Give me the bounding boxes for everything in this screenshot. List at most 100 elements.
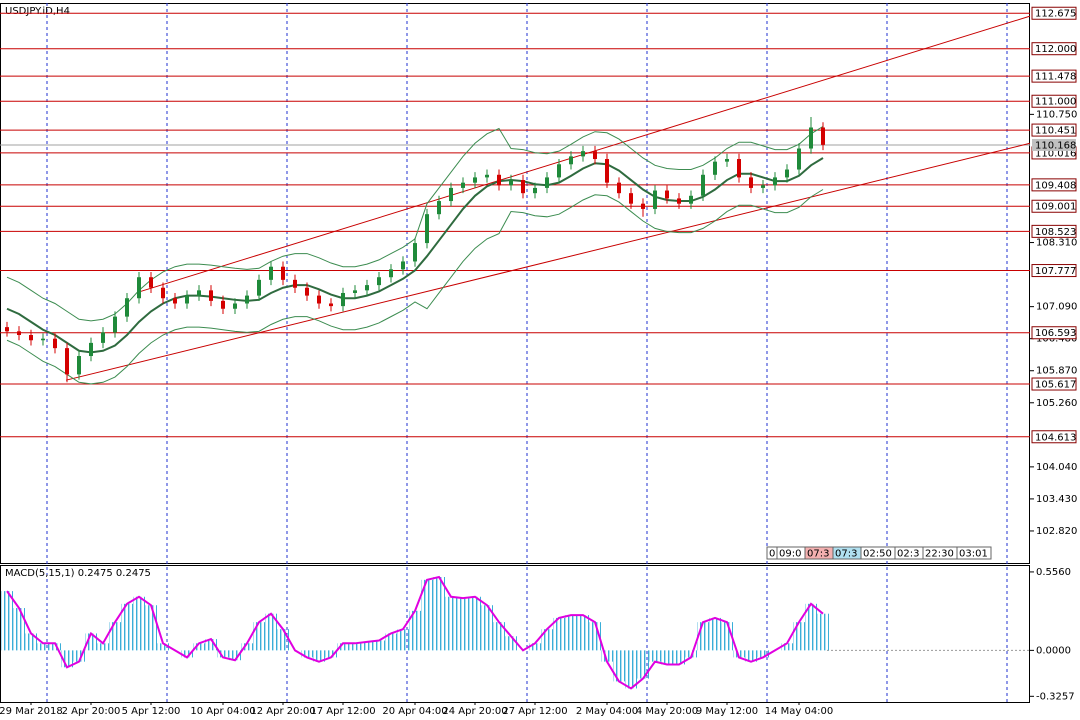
macd-bar (337, 643, 349, 651)
macd-bar (241, 643, 253, 651)
macd-bar (601, 650, 613, 662)
level-label: 111.000 (1035, 97, 1076, 108)
time-box-label: 02:50 (863, 549, 892, 560)
candle-body (581, 151, 585, 157)
candle-body (521, 180, 525, 194)
candle-body (377, 277, 381, 286)
candle-body (257, 279, 261, 296)
macd-bar (313, 650, 325, 662)
candle-body (233, 303, 237, 309)
x-tick-label: 9 May 12:00 (696, 706, 758, 717)
macd-bar (229, 650, 241, 661)
candle-body (17, 331, 21, 336)
current-price-label: 110.168 (1035, 140, 1076, 151)
candle-body (401, 261, 405, 270)
time-box-label: 03:01 (959, 549, 988, 560)
candle-body (821, 127, 825, 145)
macd-bar (613, 650, 625, 682)
macd-y-tick-label: 0.0000 (1036, 645, 1071, 656)
macd-bar (181, 650, 193, 658)
candle-body (41, 338, 45, 341)
candle-body (173, 298, 177, 304)
candle-body (485, 174, 489, 178)
macd-bar (445, 596, 457, 651)
y-tick-label: 110.750 (1036, 109, 1077, 120)
candle-body (545, 177, 549, 188)
y-tick-label: 105.870 (1036, 366, 1077, 377)
candle-body (5, 327, 9, 332)
macd-bar (325, 650, 337, 658)
macd-bar (397, 629, 409, 651)
x-tick-label: 4 May 20:00 (636, 706, 698, 717)
candle-body (629, 193, 633, 204)
macd-bar (481, 605, 493, 651)
candle-body (65, 348, 69, 375)
level-label: 110.451 (1035, 126, 1076, 137)
macd-bar (349, 643, 361, 651)
candle-body (185, 295, 189, 304)
x-tick-label: 2 Apr 20:00 (62, 706, 121, 717)
candle-body (761, 185, 765, 188)
y-tick-label: 104.040 (1036, 462, 1077, 473)
moving-average (6, 157, 824, 354)
time-box-label: 22:30 (925, 549, 954, 560)
level-box (1031, 326, 1077, 340)
macd-bar (673, 650, 685, 665)
candle-body (497, 174, 501, 186)
macd-bar (421, 579, 433, 651)
macd-bar (373, 640, 385, 651)
chart-title: USDJPY.iD,H4 (5, 6, 70, 17)
candle-body (569, 156, 573, 165)
candle-body (329, 303, 333, 307)
macd-bar (145, 605, 157, 651)
time-box-label: 09:0 (779, 549, 801, 560)
x-tick-label: 5 Apr 12:00 (122, 706, 181, 717)
candle-body (473, 177, 477, 183)
candle-body (353, 290, 357, 293)
candle-body (317, 295, 321, 304)
candle-body (29, 335, 33, 341)
level-box (1031, 224, 1077, 238)
candle-body (305, 287, 309, 296)
y-tick-label: 102.820 (1036, 526, 1077, 537)
macd-bar (49, 643, 61, 651)
candle-body (677, 198, 681, 204)
macd-bar (217, 650, 229, 658)
candle-body (89, 342, 93, 357)
level-box (1031, 430, 1077, 444)
candle-body (293, 279, 297, 288)
candle-body (617, 182, 621, 194)
x-tick-label: 24 Apr 20:00 (442, 706, 507, 717)
current-price-box (1032, 138, 1076, 151)
macd-bar (385, 633, 397, 651)
candle-body (605, 159, 609, 183)
candle-body (197, 290, 201, 296)
macd-bar (25, 633, 37, 651)
macd-bar (1, 591, 13, 651)
level-box (1031, 69, 1077, 83)
level-label: 109.001 (1035, 202, 1076, 213)
trendline (65, 142, 1031, 381)
y-tick-label: 107.090 (1036, 302, 1077, 313)
candle-body (425, 214, 429, 244)
candle-body (281, 266, 285, 280)
level-label: 110.016 (1035, 148, 1076, 159)
macd-bar (553, 617, 565, 651)
x-tick-label: 12 Apr 20:00 (250, 706, 315, 717)
candle-body (161, 287, 165, 299)
y-tick-label: 105.260 (1036, 398, 1077, 409)
level-label: 106.593 (1035, 328, 1076, 339)
candle-body (701, 174, 705, 196)
macd-signal (6, 575, 824, 690)
macd-bar (205, 639, 217, 651)
macd-bar (97, 643, 109, 651)
macd-bar (805, 603, 817, 651)
macd-bar (13, 608, 25, 651)
macd-bar (469, 596, 481, 651)
candle-body (533, 187, 537, 194)
candle-body (749, 177, 753, 188)
candle-body (341, 292, 345, 307)
macd-bar (709, 617, 721, 651)
macd-bar (529, 643, 541, 651)
macd-bar (193, 643, 205, 651)
